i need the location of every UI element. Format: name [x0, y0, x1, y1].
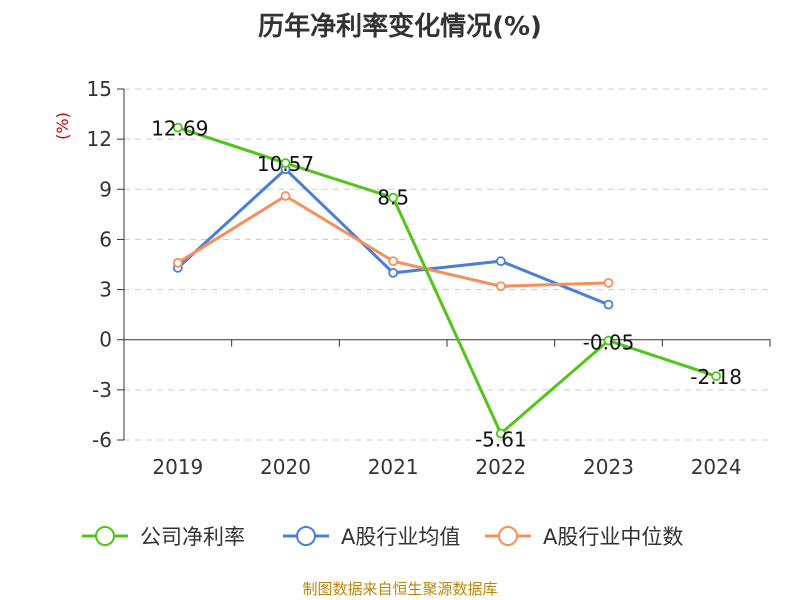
data-point: [495, 256, 506, 267]
y-tick-label: 15: [87, 77, 112, 101]
data-point: [388, 192, 399, 203]
y-tick-label: 12: [87, 127, 112, 151]
data-point: [172, 122, 183, 133]
series-line: [177, 126, 717, 435]
data-point: [495, 428, 506, 439]
chart-title: 历年净利率变化情况(%): [258, 12, 542, 42]
x-tick-label: 2021: [368, 455, 419, 479]
legend-label: 公司净利率: [140, 525, 245, 549]
legend-swatch-marker: [296, 526, 316, 546]
data-point: [711, 371, 722, 382]
data-point: [603, 299, 614, 310]
x-tick-label: 2020: [260, 455, 311, 479]
data-point: [388, 267, 399, 278]
data-label: -2.18: [690, 365, 742, 389]
data-label: -0.05: [583, 331, 635, 355]
data-point: [280, 158, 291, 168]
source-note: 制图数据来自恒生聚源数据库: [302, 580, 498, 598]
y-tick-label: -6: [92, 428, 112, 452]
data-point: [388, 256, 399, 267]
x-tick-label: 2024: [691, 455, 742, 479]
legend-label: A股行业均值: [341, 525, 460, 549]
legend-swatch-marker: [95, 526, 115, 546]
y-tick-label: 0: [99, 328, 112, 352]
x-tick-label: 2023: [583, 455, 634, 479]
data-label: 8.5: [377, 186, 409, 210]
y-axis-unit: (%): [53, 112, 72, 140]
y-tick-label: 9: [99, 177, 112, 201]
y-tick-label: 6: [99, 227, 112, 251]
legend-swatch-marker: [498, 526, 518, 546]
data-label: 10.57: [257, 152, 314, 176]
data-point: [603, 277, 614, 288]
data-point: [280, 191, 291, 201]
x-tick-label: 2019: [152, 455, 203, 479]
y-tick-label: 3: [99, 278, 112, 302]
data-label: -5.61: [475, 427, 527, 451]
data-point: [603, 335, 614, 346]
data-point: [495, 281, 506, 292]
legend-label: A股行业中位数: [543, 525, 683, 549]
data-label: 12.69: [151, 117, 208, 141]
y-tick-label: -3: [92, 378, 112, 402]
data-point: [172, 257, 183, 268]
x-tick-label: 2022: [475, 455, 526, 479]
